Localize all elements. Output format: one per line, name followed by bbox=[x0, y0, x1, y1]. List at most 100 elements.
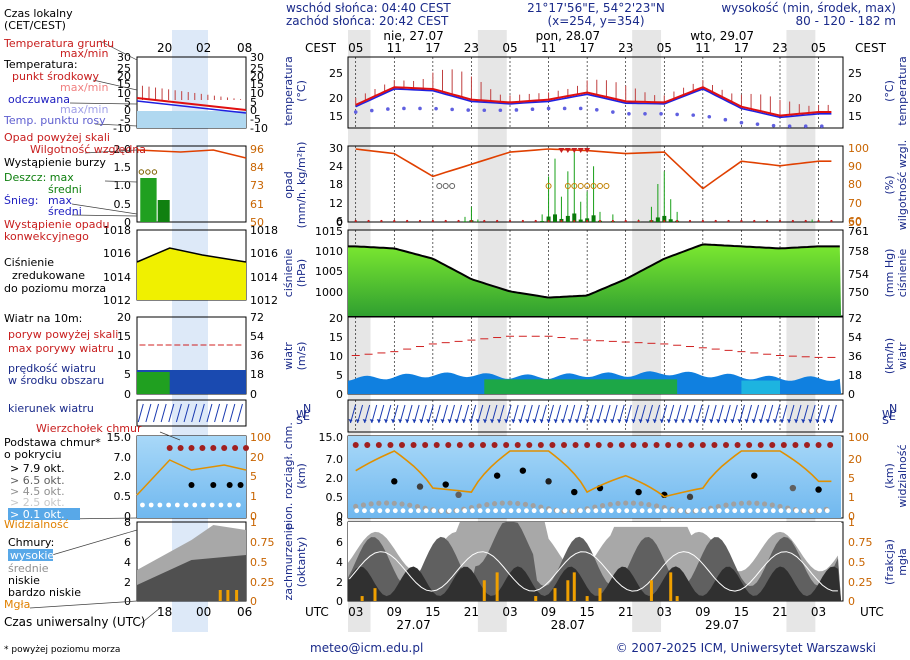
legend-pressure-3: do poziomu morza bbox=[4, 282, 106, 295]
legend-okt-25: > 2.5 okt. bbox=[10, 496, 65, 509]
legend-mid: średnie bbox=[8, 562, 49, 575]
humid-ytick: 50 bbox=[848, 216, 862, 229]
legend-connector bbox=[94, 123, 138, 127]
cloud-base-white-dot bbox=[817, 508, 822, 514]
cloud-base-white-dot bbox=[770, 508, 776, 514]
leg-wind-arrow bbox=[214, 403, 221, 423]
leg-cloud-ytick: 7.0 bbox=[114, 451, 132, 464]
leg-temp-ytick: 20 bbox=[117, 70, 131, 83]
cov-ytick: 0 bbox=[336, 595, 343, 608]
cloud-base-white-dot bbox=[624, 508, 630, 514]
wind-arrow-head bbox=[801, 419, 806, 423]
precip-above-marker bbox=[564, 148, 571, 153]
cloud-base-dot bbox=[519, 467, 527, 474]
cloud-base-low-dot bbox=[353, 503, 359, 510]
leg-precip-ytick: 1.0 bbox=[114, 179, 132, 192]
leg-pressure-area bbox=[137, 248, 246, 300]
cloud-base-white-dot bbox=[377, 508, 383, 514]
legend-snow-mean: średni bbox=[48, 205, 82, 218]
cloud-top-dot bbox=[769, 442, 776, 448]
legend-utc-tick-2: 00 bbox=[196, 605, 211, 619]
cloud-base-dot bbox=[545, 478, 552, 485]
cest-tick: 23 bbox=[464, 41, 479, 55]
leg-wind-ytick-r: 18 bbox=[250, 368, 264, 381]
cloud-base-white-dot bbox=[809, 508, 815, 514]
wind-arrow-head bbox=[815, 419, 820, 423]
leg-press-ytick-r: 1014 bbox=[250, 271, 278, 284]
day-labels-bottom: 27.07 28.07 29.07 bbox=[396, 618, 739, 632]
wind-arrow-head bbox=[539, 419, 544, 423]
utc-tick: 03 bbox=[811, 605, 826, 619]
leg-cloud-ytick: 0.5 bbox=[114, 490, 132, 503]
dew-point-dot bbox=[466, 108, 471, 112]
leg-temp-ytick: 25 bbox=[117, 62, 131, 75]
cest-tick: 17 bbox=[734, 41, 749, 55]
dew-point-dot bbox=[402, 106, 406, 111]
cloud-base-white-dot bbox=[786, 508, 792, 514]
leg-cloud-white bbox=[157, 502, 163, 508]
cest-tick: 11 bbox=[695, 41, 710, 55]
legend-precip-above: Opad powyżej skali bbox=[4, 131, 110, 144]
day-label-top: nie, 27.07 bbox=[383, 29, 443, 43]
cloud-base-white-dot bbox=[740, 508, 745, 514]
precip-occ-dot bbox=[676, 219, 679, 223]
press-ytick: 1000 bbox=[315, 286, 343, 299]
leg-wind-arrow bbox=[221, 403, 228, 423]
cloud-base-white-dot bbox=[593, 508, 599, 514]
rain-mean-bar bbox=[565, 215, 570, 222]
precip-occ-dot bbox=[701, 219, 704, 223]
leg-cloud-base bbox=[210, 482, 217, 488]
legend-panel-frame-1 bbox=[136, 145, 247, 223]
temp-mid-line bbox=[355, 86, 832, 117]
cloud-base-dot bbox=[751, 472, 758, 479]
windkmh-ytick: 0 bbox=[848, 388, 855, 401]
precip-occ-dot bbox=[406, 219, 409, 223]
legend-low: niskie bbox=[8, 574, 40, 587]
legend-perceived: odczuwana bbox=[8, 93, 70, 106]
rain-mean-bar bbox=[578, 219, 583, 222]
wind-arrow-head bbox=[659, 419, 664, 423]
cloud-base-white-dot bbox=[454, 508, 460, 514]
vis-ytick: 0 bbox=[848, 510, 855, 523]
leg-fog-ytick: 0.5 bbox=[250, 556, 268, 569]
dew-point-dot bbox=[803, 124, 808, 129]
wind-arrow-head bbox=[362, 419, 367, 423]
leg-wind-ytick: 0 bbox=[124, 388, 131, 401]
footer-email[interactable]: meteo@icm.edu.pl bbox=[310, 641, 423, 655]
leg-cloud-white bbox=[209, 502, 215, 508]
cloud-base-white-dot bbox=[485, 508, 491, 514]
wind-arrow-head bbox=[779, 419, 784, 423]
pressure-area bbox=[348, 244, 842, 316]
cloud-base-low-dot bbox=[491, 501, 498, 507]
day-labels-top: nie, 27.07 pon, 28.07 wto, 29.07 bbox=[383, 29, 754, 43]
leg-cloud-top bbox=[232, 445, 239, 451]
leg-temp-ground bbox=[137, 111, 246, 128]
precip-occ-dot bbox=[804, 219, 807, 223]
cloud-base-white-dot bbox=[524, 508, 529, 514]
press-label-left: ciśnienie bbox=[282, 249, 295, 298]
storm-marker bbox=[584, 183, 591, 189]
cloud-base-low-dot bbox=[623, 500, 629, 506]
legend-wind-speed: prędkość wiatru bbox=[8, 362, 96, 375]
wind-ytick: 0 bbox=[336, 388, 343, 401]
fog-bar bbox=[534, 596, 538, 601]
cloud-top-dot bbox=[815, 442, 822, 448]
leg-temp-ytick-r: 5 bbox=[250, 96, 257, 109]
wind-arrow-head bbox=[348, 419, 353, 423]
leg-cloud-top bbox=[221, 445, 228, 451]
wind-arrow-head bbox=[433, 419, 438, 423]
wind-arrow-head bbox=[398, 419, 402, 423]
wind-arrow-head bbox=[567, 419, 572, 423]
vis-ytick: 5 bbox=[848, 472, 855, 485]
cloud-base-white-dot bbox=[678, 508, 684, 514]
legend-rain-max: Deszcz: max bbox=[4, 171, 74, 184]
wind-arrow-head bbox=[426, 419, 431, 423]
cloud-base-dot bbox=[635, 488, 642, 496]
main-panel-frame-4 bbox=[347, 399, 844, 433]
legend-temperature: Temperatura: bbox=[3, 58, 78, 71]
wind-arrow-head bbox=[482, 419, 487, 423]
cloud-top-dot bbox=[734, 442, 741, 448]
cloud-top-dot bbox=[422, 442, 429, 448]
cloud-base-white-dot bbox=[385, 508, 390, 514]
precip-above-marker bbox=[571, 148, 578, 153]
